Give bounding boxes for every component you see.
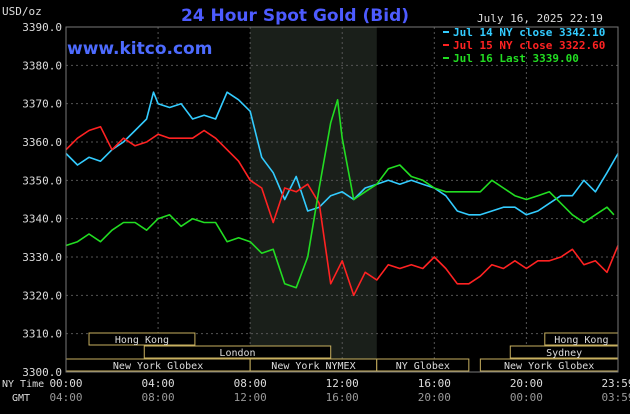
session-label: NY Globex [396, 361, 450, 372]
legend-swatch-jul14 [443, 31, 449, 33]
y-tick-label: 3370.0 [22, 98, 62, 111]
x-tick-label-ny: 00:00 [49, 377, 82, 390]
x-tick-label-ny: 12:00 [326, 377, 359, 390]
y-tick-label: 3390.0 [22, 21, 62, 34]
session-label: Sydney [546, 348, 582, 359]
nymex-hours-shading [250, 27, 377, 372]
session-bar [376, 358, 470, 372]
site-url: www.kitco.com [67, 39, 212, 59]
x-tick-label-gmt: 04:00 [49, 391, 82, 404]
series-line-3 [65, 99, 615, 289]
legend-swatch-jul16 [443, 57, 449, 59]
session-label: Hong Kong [115, 335, 169, 346]
session-label: New York Globex [504, 361, 594, 372]
x-tick-label-ny: 16:00 [418, 377, 451, 390]
x-tick-label-ny: 04:00 [142, 377, 175, 390]
session-bar [143, 345, 332, 359]
y-axis-ticks: 3390.0 3380.0 3370.0 3360.0 3350.0 3340.0 3330… [22, 21, 62, 379]
series-line-2 [65, 125, 619, 297]
x-tick-label-ny: 23:59 [601, 377, 630, 390]
y-tick-label: 3310.0 [22, 328, 62, 341]
date-time: July 16, 2025 22:19 [477, 12, 603, 25]
unit-label: USD/oz [2, 5, 42, 18]
legend-swatch-jul15 [443, 44, 449, 46]
y-tick-label: 3340.0 [22, 213, 62, 226]
x-tick-label-gmt: 12:00 [234, 391, 267, 404]
x-tick-label-gmt: 16:00 [326, 391, 359, 404]
x-axis-ticks: 00:0004:0004:0008:0008:0012:0012:0016:00… [49, 377, 630, 404]
legend-item-jul16: Jul 16 Last 3339.00 [453, 52, 579, 65]
plot-border [65, 26, 619, 373]
x-tick-label-ny: 20:00 [510, 377, 543, 390]
legend-item-jul15: Jul 15 NY close 3322.60 [453, 39, 605, 52]
y-tick-label: 3320.0 [22, 289, 62, 302]
legend: Jul 14 NY close 3342.10 Jul 15 NY close … [443, 26, 605, 65]
y-tick-label: 3300.0 [22, 366, 62, 379]
legend-item-jul14: Jul 14 NY close 3342.10 [453, 26, 605, 39]
x-tick-label-gmt: 00:00 [510, 391, 543, 404]
y-tick-label: 3330.0 [22, 251, 62, 264]
y-tick-label: 3360.0 [22, 136, 62, 149]
session-label: New York NYMEX [271, 361, 355, 372]
session-bar [88, 332, 196, 346]
session-label: New York Globex [113, 361, 203, 372]
x-tick-label-gmt: 03:59 [601, 391, 630, 404]
chart-title: 24 Hour Spot Gold (Bid) [181, 6, 409, 26]
x-row-label-gmt: GMT [12, 393, 30, 404]
x-row-label-ny: NY Time [2, 379, 44, 390]
market-sessions: Hong Kong London New York Globex New York N… [65, 332, 619, 372]
session-label: Hong Kong [554, 335, 608, 346]
y-tick-label: 3350.0 [22, 174, 62, 187]
x-tick-label-gmt: 20:00 [418, 391, 451, 404]
session-label: London [219, 348, 255, 359]
series-line-1 [65, 91, 619, 216]
price-series [65, 91, 619, 297]
x-tick-label-ny: 08:00 [234, 377, 267, 390]
y-tick-label: 3380.0 [22, 59, 62, 72]
x-tick-label-gmt: 08:00 [142, 391, 175, 404]
